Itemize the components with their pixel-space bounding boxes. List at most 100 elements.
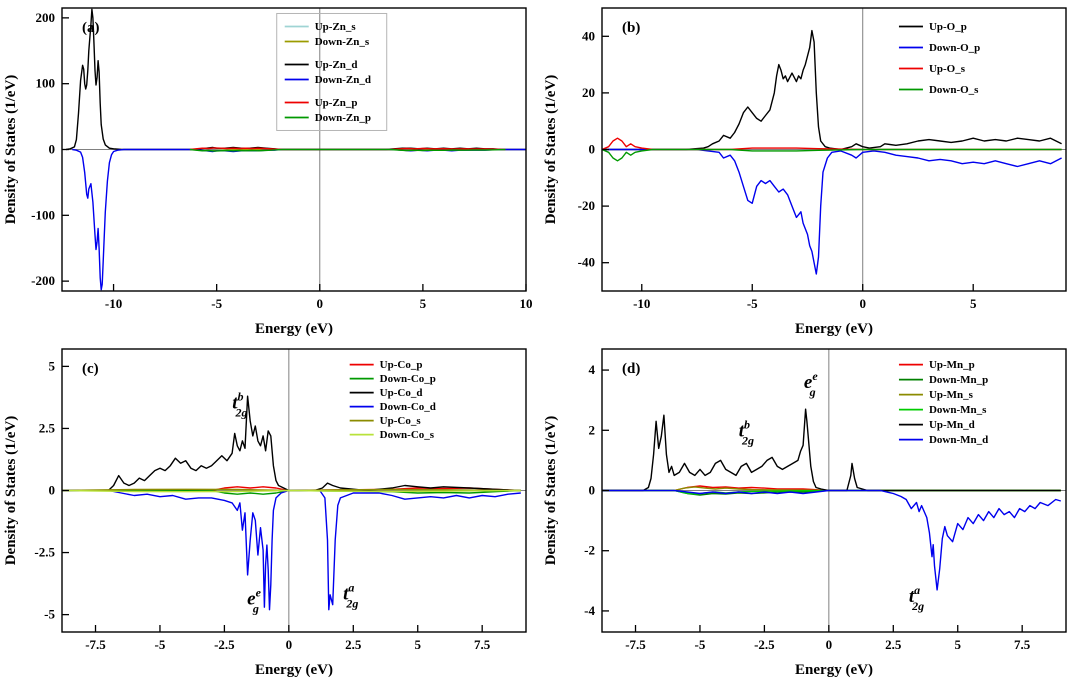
legend-label-Up-Zn_s: Up-Zn_s <box>315 21 357 33</box>
legend: Up-Co_p Down-Co_p Up-Co_d Down-Co_d Up-Co_s D… <box>349 359 436 441</box>
y-tick-label: -2.5 <box>34 545 55 560</box>
y-tick-label: 0 <box>49 142 56 157</box>
series-line-Down-Mn_d <box>602 489 1061 591</box>
legend-label-Up-Zn_p: Up-Zn_p <box>315 97 358 109</box>
x-axis-title: Energy (eV) <box>255 662 333 678</box>
series-line-Up-Mn_s <box>602 486 1061 492</box>
series-line-Up-O_s <box>602 137 1062 151</box>
panel-d-mn-dos-chart: -7.5 -5 -2.5 0 2.5 5 7.5 -4 -2 0 2 4 Energy (eV) Dens… <box>540 341 1080 682</box>
y-tick-label: -200 <box>31 273 55 288</box>
y-axis-title: Density of States (1/eV) <box>3 75 19 225</box>
legend-label-Down-Zn_p: Down-Zn_p <box>315 112 371 124</box>
x-tick-label: -7.5 <box>625 637 646 652</box>
y-axis-title: Density of States (1/eV) <box>3 416 19 566</box>
panel-label: (c) <box>82 361 99 377</box>
x-tick-label: -2.5 <box>754 637 775 652</box>
y-tick-label: 5 <box>49 358 56 373</box>
series-group <box>602 29 1062 275</box>
x-tick-label: -7.5 <box>85 637 106 652</box>
x-tick-label: 0 <box>859 296 866 311</box>
legend-label-Down-O_s: Down-O_s <box>929 84 979 96</box>
x-tick-label: 5 <box>420 296 427 311</box>
y-tick-label: 100 <box>36 76 56 91</box>
legend-label-Down-Mn_p: Down-Mn_p <box>929 374 988 386</box>
annotation-t2g-a: ta 2g <box>909 583 924 613</box>
y-tick-label: 0 <box>589 142 596 157</box>
y-tick-label: 4 <box>589 362 596 377</box>
y-tick-label: -40 <box>578 255 595 270</box>
y-tick-label: 2.5 <box>39 420 56 435</box>
legend-label-Down-O_p: Down-O_p <box>929 42 980 54</box>
annotation-eg-e: ee g <box>247 586 261 616</box>
x-tick-label: -5 <box>155 637 166 652</box>
series-line-Down-Zn_d <box>72 148 526 291</box>
legend-box <box>276 12 388 131</box>
legend-label-Up-Mn_s: Up-Mn_s <box>929 389 974 401</box>
x-axis-title: Energy (eV) <box>795 662 873 678</box>
series-line-Up-Co_d <box>62 395 521 492</box>
series-group <box>65 8 526 291</box>
x-tick-label: 0 <box>317 296 324 311</box>
legend: Up-Mn_p Down-Mn_p Up-Mn_s Down-Mn_s Up-Mn_d D… <box>898 359 988 446</box>
x-tick-label: 2.5 <box>885 637 902 652</box>
y-tick-label: 20 <box>582 85 595 100</box>
x-tick-label: 2.5 <box>345 637 362 652</box>
y-tick-label: 2 <box>589 422 596 437</box>
y-tick-label: 40 <box>582 28 595 43</box>
series-line-Up-Mn_d <box>602 408 1061 492</box>
y-tick-label: -100 <box>31 207 55 222</box>
x-tick-label: -10 <box>105 296 122 311</box>
dos-plot-d: -7.5 -5 -2.5 0 2.5 5 7.5 -4 -2 0 2 4 Energy (eV) Dens… <box>543 348 1067 678</box>
legend-label-Down-Co_p: Down-Co_p <box>380 373 436 385</box>
panel-a-zn-dos-chart: -10 -5 0 5 10 -200 -100 0 100 200 Energy (eV) Densi… <box>0 0 540 341</box>
series-line-Down-O_p <box>602 148 1062 275</box>
x-tick-label: -5 <box>747 296 758 311</box>
panel-b-o-dos-chart: -10 -5 0 5 -40 -20 0 20 40 Energy (eV) Density of … <box>540 0 1080 341</box>
x-tick-label: -2.5 <box>214 637 235 652</box>
x-tick-label: 10 <box>520 296 533 311</box>
series-group <box>62 395 521 611</box>
legend-label-Down-Co_d: Down-Co_d <box>380 401 436 413</box>
legend-label-Up-Mn_p: Up-Mn_p <box>929 359 975 371</box>
dos-plot-b: -10 -5 0 5 -40 -20 0 20 40 Energy (eV) Density of … <box>543 7 1067 337</box>
y-tick-label: -2 <box>584 543 595 558</box>
annotation-t2g-b: tb 2g <box>739 417 754 447</box>
legend-label-Up-Co_d: Up-Co_d <box>380 387 423 399</box>
panel-label: (d) <box>622 361 640 377</box>
x-axis-title: Energy (eV) <box>255 321 333 337</box>
annotation-t2g-a: ta 2g <box>343 581 358 611</box>
x-axis-title: Energy (eV) <box>795 321 873 337</box>
y-axis-title: Density of States (1/eV) <box>543 416 559 566</box>
x-tick-label: 5 <box>414 637 421 652</box>
y-tick-label: 0 <box>589 483 596 498</box>
x-tick-label: 5 <box>970 296 977 311</box>
legend-label-Down-Zn_s: Down-Zn_s <box>315 36 370 48</box>
legend-label-Down-Mn_s: Down-Mn_s <box>929 404 987 416</box>
y-tick-label: 0 <box>49 483 56 498</box>
panel-label: (b) <box>622 20 640 36</box>
legend-label-Up-Co_s: Up-Co_s <box>380 415 422 427</box>
y-tick-label: 200 <box>36 10 56 25</box>
series-line-Down-O_s <box>602 148 1062 162</box>
panel-label: (a) <box>82 20 100 36</box>
legend-label-Up-O_s: Up-O_s <box>929 63 966 75</box>
x-tick-label: -10 <box>633 296 650 311</box>
y-axis-title: Density of States (1/eV) <box>543 75 559 225</box>
legend-label-Up-Zn_d: Up-Zn_d <box>315 59 358 71</box>
x-tick-label: -5 <box>211 296 222 311</box>
y-tick-label: -4 <box>584 603 595 618</box>
annotation-t2g-b: tb 2g <box>232 390 247 420</box>
dos-plot-c: -7.5 -5 -2.5 0 2.5 5 7.5 -5 -2.5 0 2.5 5 Energy (eV)… <box>3 348 527 678</box>
annotation-eg-e: ee g <box>804 369 818 399</box>
legend-label-Down-Co_s: Down-Co_s <box>380 429 435 441</box>
legend-label-Up-Co_p: Up-Co_p <box>380 359 423 371</box>
y-tick-label: -20 <box>578 198 595 213</box>
x-tick-label: 0 <box>286 637 293 652</box>
series-line-Down-Co_d <box>62 489 521 611</box>
legend-label-Up-Mn_d: Up-Mn_d <box>929 419 975 431</box>
x-tick-label: 0 <box>826 637 833 652</box>
legend-label-Down-Mn_d: Down-Mn_d <box>929 434 988 446</box>
legend-label-Down-Zn_d: Down-Zn_d <box>315 74 371 86</box>
series-line-Down-Zn_p <box>189 148 506 152</box>
